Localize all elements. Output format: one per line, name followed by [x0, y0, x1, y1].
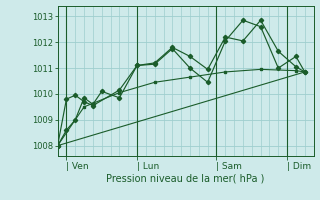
X-axis label: Pression niveau de la mer( hPa ): Pression niveau de la mer( hPa ) [107, 173, 265, 183]
